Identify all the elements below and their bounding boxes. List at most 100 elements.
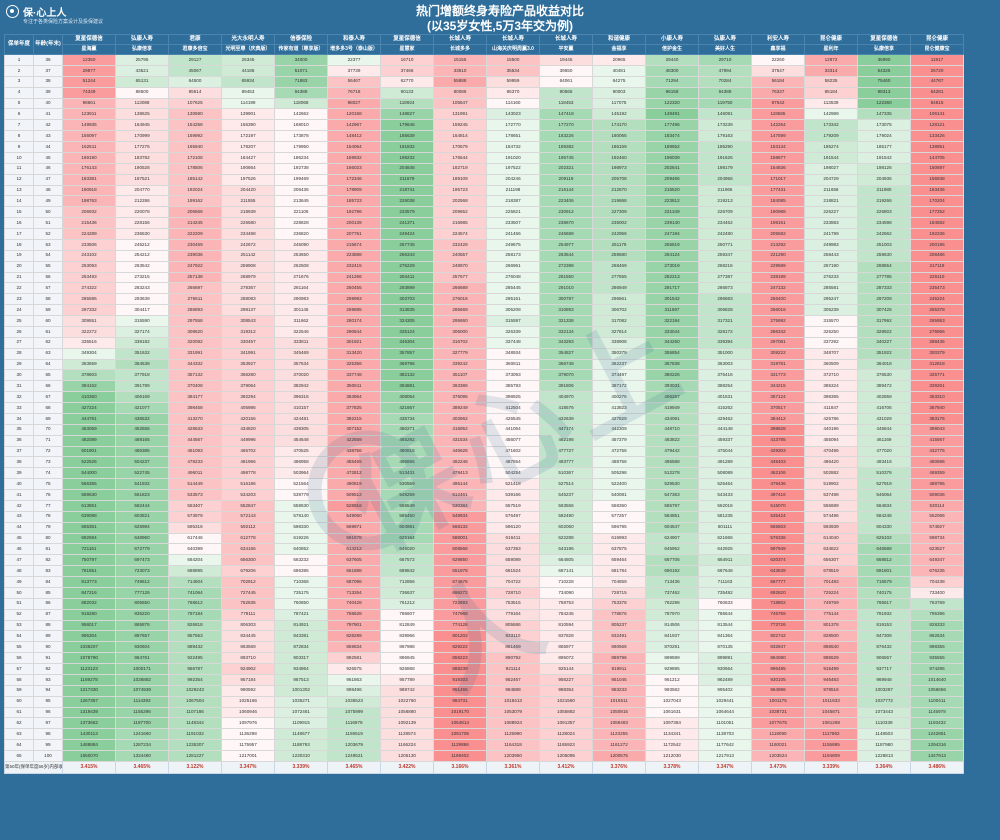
value-cell: 172346 <box>327 173 381 186</box>
value-cell: 1000171 <box>115 663 169 675</box>
value-cell: 1281227 <box>168 750 222 762</box>
value-cell: 1016511 <box>592 695 646 708</box>
year-cell: 57 <box>4 663 34 675</box>
value-cell: 839966 <box>380 630 434 643</box>
value-cell: 338908 <box>592 336 646 349</box>
value-cell: 185290 <box>698 141 752 153</box>
value-cell: 236820 <box>274 228 328 240</box>
value-cell: 339261 <box>910 380 964 393</box>
value-cell: 1193432 <box>910 717 964 730</box>
value-cell: 926868 <box>380 663 434 675</box>
value-cell: 528916 <box>327 499 381 512</box>
value-cell: 310893 <box>539 304 593 316</box>
value-cell: 291717 <box>645 282 699 295</box>
table-row: 26 61 322272 327174 308620 319312 322546 290844… <box>4 325 964 338</box>
value-cell: 1159519 <box>327 728 381 741</box>
value-cell: 308543 <box>221 315 275 327</box>
value-cell: 297209 <box>857 293 911 306</box>
value-cell: 257745 <box>380 238 434 251</box>
value-cell: 1249521 <box>327 750 381 762</box>
value-cell: 623527 <box>910 543 964 556</box>
value-cell: 280174 <box>327 315 381 327</box>
value-cell: 640399 <box>168 543 222 556</box>
value-cell: 679206 <box>221 565 275 577</box>
year-cell: 3 <box>4 75 34 88</box>
value-cell: 296683 <box>698 293 752 306</box>
value-cell: 158877 <box>751 151 805 164</box>
value-cell: 226227 <box>804 206 858 219</box>
value-cell: 602060 <box>539 521 593 534</box>
value-cell: 39550 <box>539 64 593 77</box>
value-cell: 80086 <box>433 86 487 99</box>
value-cell: 1165923 <box>539 739 593 751</box>
value-cell: 213645 <box>274 195 328 208</box>
value-cell: 415262 <box>698 402 752 414</box>
value-cell: 211658 <box>804 184 858 197</box>
value-cell: 888239 <box>433 663 487 675</box>
value-cell: 765617 <box>857 597 911 610</box>
value-cell: 173342 <box>804 119 858 132</box>
value-cell: 860666 <box>592 641 646 654</box>
table-row: 37 72 501901 486385 461093 465702 470525 438756… <box>4 445 964 458</box>
value-cell: 834445 <box>221 630 275 643</box>
value-cell: 1056880 <box>380 706 434 719</box>
value-cell: 870135 <box>698 641 752 654</box>
value-cell: 387172 <box>592 380 646 393</box>
value-cell: 370020 <box>274 369 328 382</box>
page-header: 保·心上人 专注于各类保险方案设计及投保建议 热门增额终身寿险产品收益对比 (以… <box>0 0 1000 34</box>
value-cell: 177431 <box>751 184 805 197</box>
value-cell: 582490 <box>539 510 593 523</box>
value-cell: 317992 <box>857 315 911 327</box>
value-cell: 293639 <box>115 293 169 306</box>
value-cell: 184427 <box>221 151 275 164</box>
table-row: 49 84 813773 749612 714504 702912 710366 687096… <box>4 576 964 588</box>
year-cell: 19 <box>4 249 34 262</box>
value-cell: 22377 <box>327 54 381 66</box>
value-cell: 94388 <box>274 86 328 99</box>
value-cell: 1097976 <box>221 717 275 730</box>
value-cell: 225821 <box>486 206 540 219</box>
value-cell: 353310 <box>910 391 964 403</box>
value-cell: 469165 <box>115 434 169 447</box>
value-cell: 786607 <box>380 608 434 621</box>
value-cell: 951045 <box>592 673 646 686</box>
age-cell: 94 <box>33 684 63 697</box>
value-cell: 711163 <box>698 576 752 588</box>
value-cell: 264124 <box>645 249 699 262</box>
value-cell: 651878 <box>433 565 487 577</box>
value-cell: 463059 <box>62 423 116 436</box>
value-cell: 88500 <box>115 86 169 99</box>
year-cell: 36 <box>4 434 34 447</box>
year-cell: 45 <box>4 532 34 545</box>
product-name: 昆仑健康宝 <box>910 44 964 55</box>
value-cell: 406169 <box>115 391 169 403</box>
value-cell: 664805 <box>539 554 593 567</box>
value-cell: 584248 <box>857 510 911 523</box>
year-cell: 14 <box>4 195 34 208</box>
value-cell: 332134 <box>539 325 593 338</box>
product-name: 倍护金生 <box>645 44 699 55</box>
table-row: 28 63 349304 351632 331991 341991 345469 313420… <box>4 347 964 360</box>
value-cell: 690192 <box>645 565 699 577</box>
value-cell: 893710 <box>221 652 275 664</box>
value-cell: 240557 <box>433 249 487 262</box>
value-cell: 616411 <box>486 532 540 545</box>
value-cell: 832847 <box>751 641 805 654</box>
value-cell: 596795 <box>592 521 646 534</box>
value-cell: 337292 <box>804 336 858 349</box>
value-cell: 514449 <box>168 478 222 490</box>
value-cell: 374497 <box>592 369 646 382</box>
value-cell: 376095 <box>433 391 487 403</box>
value-cell: 643196 <box>539 543 593 556</box>
value-cell: 306000 <box>433 325 487 338</box>
value-cell: 413823 <box>592 402 646 414</box>
value-cell: 665351 <box>62 521 116 534</box>
value-cell: 328922 <box>857 325 911 338</box>
value-cell: 625164 <box>380 532 434 545</box>
value-cell: 122360 <box>857 97 911 110</box>
value-cell: 144705 <box>910 151 964 164</box>
table-row: 16 51 215436 228156 214245 226580 228828 200139… <box>4 217 964 229</box>
value-cell: 214245 <box>168 217 222 229</box>
value-cell: 198973 <box>592 162 646 175</box>
value-cell: 479436 <box>751 478 805 490</box>
